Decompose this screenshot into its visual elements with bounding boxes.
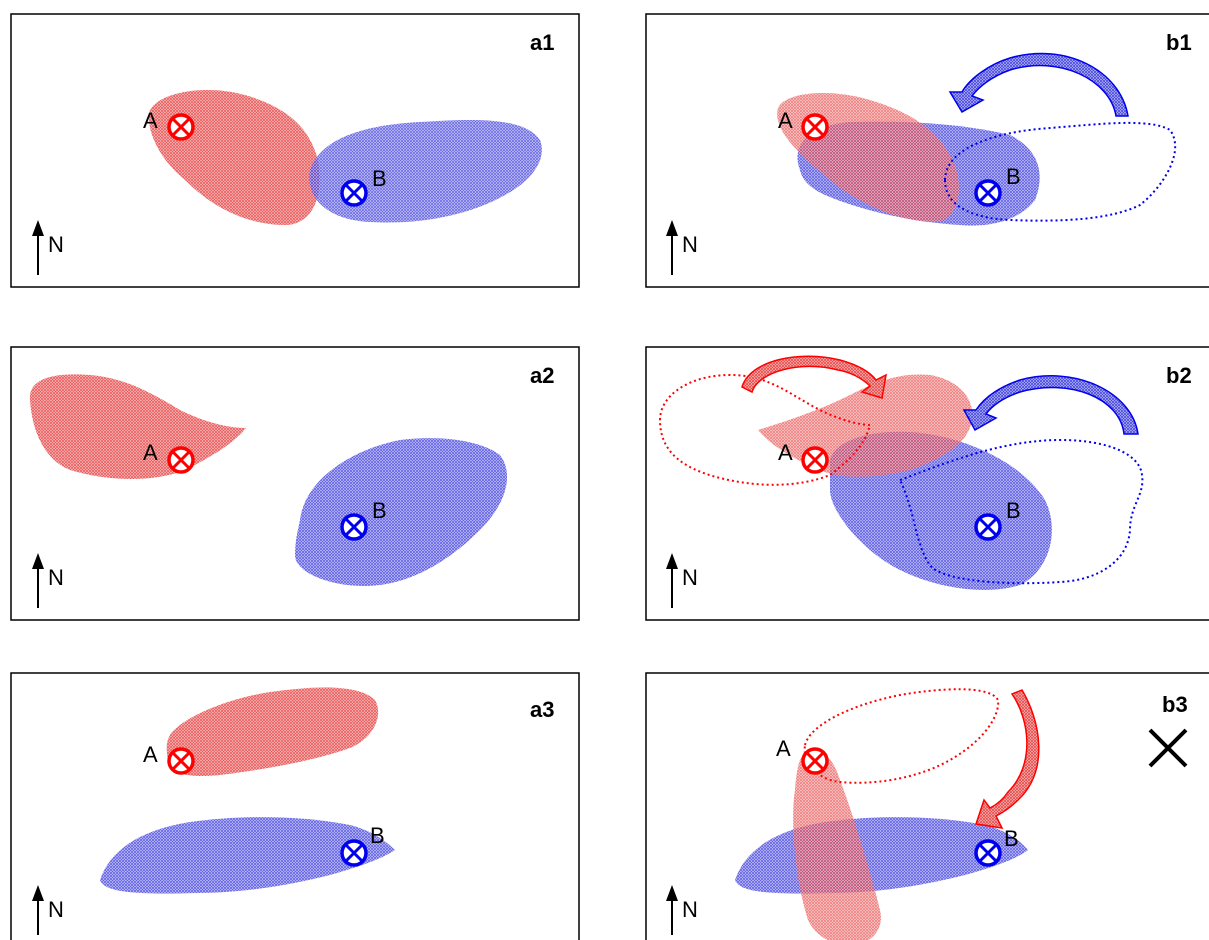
site-a-label: A: [143, 108, 158, 133]
north-label: N: [48, 232, 64, 257]
circled-x-icon: [340, 839, 368, 867]
cross-mark-icon: [1148, 728, 1188, 768]
site-b-footprint: [295, 438, 508, 586]
north-label: N: [682, 897, 698, 922]
site-a-footprint: [29, 374, 247, 479]
rotated-outline: [658, 373, 872, 486]
north-arrow-icon: [32, 885, 44, 935]
site-b-label: B: [372, 498, 387, 523]
site-a-label: A: [778, 108, 793, 133]
site-b-label: B: [372, 166, 387, 191]
panel-label: a1: [530, 30, 554, 55]
north-label: N: [48, 897, 64, 922]
site-a-footprint: [777, 93, 959, 222]
circled-x-icon: [167, 113, 195, 141]
site-b-label: B: [370, 823, 385, 848]
panel-b3: b3 A B N: [645, 672, 1209, 940]
circled-x-icon: [801, 747, 829, 775]
panel-frame: [645, 13, 1209, 288]
north-arrow-icon: [666, 553, 678, 608]
panel-frame: [645, 346, 1209, 621]
north-label: N: [682, 565, 698, 590]
site-a-footprint: [166, 687, 379, 777]
panel-label: a2: [530, 363, 554, 388]
panel-label: b3: [1162, 692, 1188, 717]
site-a-footprint: [149, 89, 320, 225]
site-b-footprint: [309, 119, 542, 223]
curved-arrow-icon: [948, 52, 1129, 117]
panel-label: b2: [1166, 363, 1192, 388]
panel-label: a3: [530, 697, 554, 722]
circled-x-icon: [340, 513, 368, 541]
north-label: N: [682, 232, 698, 257]
north-label: N: [48, 565, 64, 590]
site-a-label: A: [143, 742, 158, 767]
panel-frame: [10, 13, 580, 288]
rotated-outline: [803, 688, 1000, 784]
site-b-label: B: [1006, 164, 1021, 189]
site-a-label: A: [778, 440, 793, 465]
circled-x-icon: [801, 113, 829, 141]
circled-x-icon: [974, 839, 1002, 867]
site-b-footprint: [100, 817, 395, 894]
panel-a2: a2 A B N: [10, 346, 580, 621]
curved-arrow-icon: [962, 375, 1139, 435]
circled-x-icon: [801, 446, 829, 474]
panel-a1: a1 A B N: [10, 13, 580, 288]
site-a-footprint: [793, 749, 881, 940]
site-a-label: A: [776, 736, 791, 761]
panel-b2: b2 A B N: [645, 346, 1209, 621]
panel-label: b1: [1166, 30, 1192, 55]
panel-frame: [10, 672, 580, 940]
circled-x-icon: [167, 747, 195, 775]
curved-arrow-icon: [741, 355, 887, 399]
site-a-label: A: [143, 440, 158, 465]
circled-x-icon: [974, 513, 1002, 541]
site-b-label: B: [1004, 826, 1019, 851]
panel-frame: [10, 346, 580, 621]
panel-frame: [645, 672, 1209, 940]
panel-a3: a3 A B N: [10, 672, 580, 940]
north-arrow-icon: [666, 220, 678, 275]
circled-x-icon: [340, 179, 368, 207]
north-arrow-icon: [32, 553, 44, 608]
curved-arrow-icon: [975, 689, 1040, 829]
north-arrow-icon: [32, 220, 44, 275]
north-arrow-icon: [666, 885, 678, 935]
circled-x-icon: [974, 179, 1002, 207]
site-b-label: B: [1006, 498, 1021, 523]
panel-b1: b1 A B N: [645, 13, 1209, 288]
circled-x-icon: [167, 446, 195, 474]
